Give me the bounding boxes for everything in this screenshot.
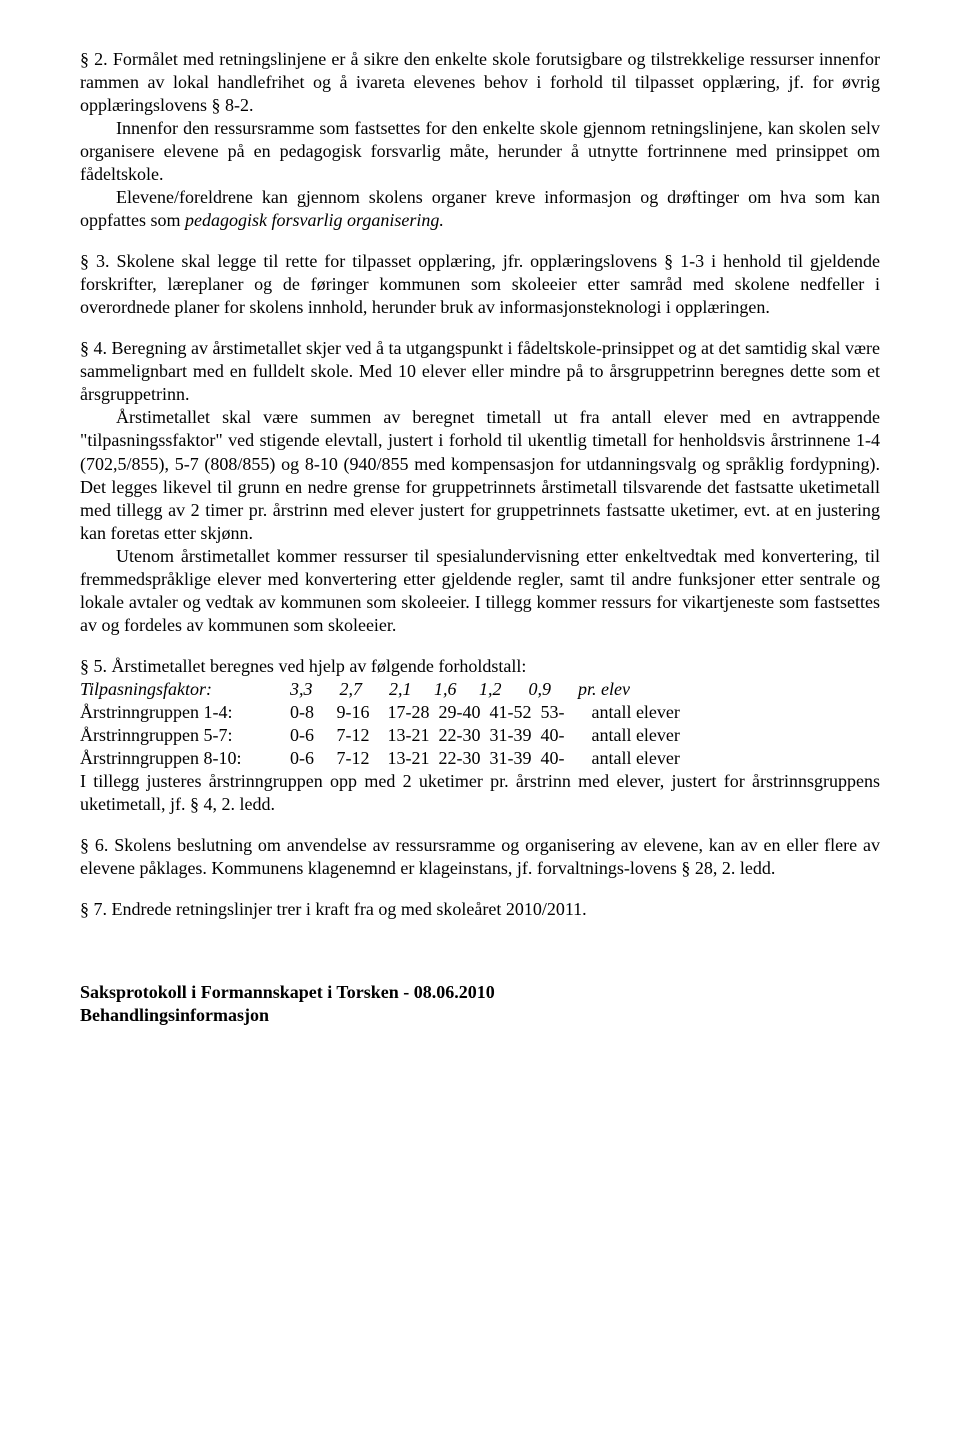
ratio-table: Tilpasningsfaktor:3,3 2,7 2,1 1,6 1,2 0,… bbox=[80, 678, 880, 770]
section-5-intro: § 5. Årstimetallet beregnes ved hjelp av… bbox=[80, 655, 880, 678]
table-label: Tilpasningsfaktor: bbox=[80, 678, 290, 701]
footer-line-1: Saksprotokoll i Formannskapet i Torsken … bbox=[80, 981, 880, 1004]
table-label: Årstrinngruppen 8-10: bbox=[80, 747, 290, 770]
document-page: § 2. Formålet med retningslinjene er å s… bbox=[0, 0, 960, 1075]
section-4-para-3: Utenom årstimetallet kommer ressurser ti… bbox=[80, 545, 880, 637]
section-3-para-1: § 3. Skolene skal legge til rette for ti… bbox=[80, 250, 880, 319]
table-row: Årstrinngruppen 1-4:0-8 9-16 17-28 29-40… bbox=[80, 701, 880, 724]
table-values: 0-6 7-12 13-21 22-30 31-39 40- antall el… bbox=[290, 724, 880, 747]
section-2-para-2: Innenfor den ressursramme som fastsettes… bbox=[80, 117, 880, 186]
table-values: 0-6 7-12 13-21 22-30 31-39 40- antall el… bbox=[290, 747, 880, 770]
footer-line-2: Behandlingsinformasjon bbox=[80, 1004, 880, 1027]
section-5-after: I tillegg justeres årstrinngruppen opp m… bbox=[80, 770, 880, 816]
section-2-para-3: Elevene/foreldrene kan gjennom skolens o… bbox=[80, 186, 880, 232]
section-6-para-1: § 6. Skolens beslutning om anvendelse av… bbox=[80, 834, 880, 880]
table-row: Årstrinngruppen 5-7:0-6 7-12 13-21 22-30… bbox=[80, 724, 880, 747]
table-values: 3,3 2,7 2,1 1,6 1,2 0,9 pr. elev bbox=[290, 678, 880, 701]
section-4-para-2: Årstimetallet skal være summen av beregn… bbox=[80, 406, 880, 544]
table-row: Tilpasningsfaktor:3,3 2,7 2,1 1,6 1,2 0,… bbox=[80, 678, 880, 701]
table-row: Årstrinngruppen 8-10:0-6 7-12 13-21 22-3… bbox=[80, 747, 880, 770]
section-2-para-1: § 2. Formålet med retningslinjene er å s… bbox=[80, 48, 880, 117]
section-2-para-3b: pedagogisk forsvarlig organisering. bbox=[185, 210, 444, 230]
table-label: Årstrinngruppen 1-4: bbox=[80, 701, 290, 724]
section-7-para-1: § 7. Endrede retningslinjer trer i kraft… bbox=[80, 898, 880, 921]
section-4-para-1: § 4. Beregning av årstimetallet skjer ve… bbox=[80, 337, 880, 406]
table-label: Årstrinngruppen 5-7: bbox=[80, 724, 290, 747]
table-values: 0-8 9-16 17-28 29-40 41-52 53- antall el… bbox=[290, 701, 880, 724]
